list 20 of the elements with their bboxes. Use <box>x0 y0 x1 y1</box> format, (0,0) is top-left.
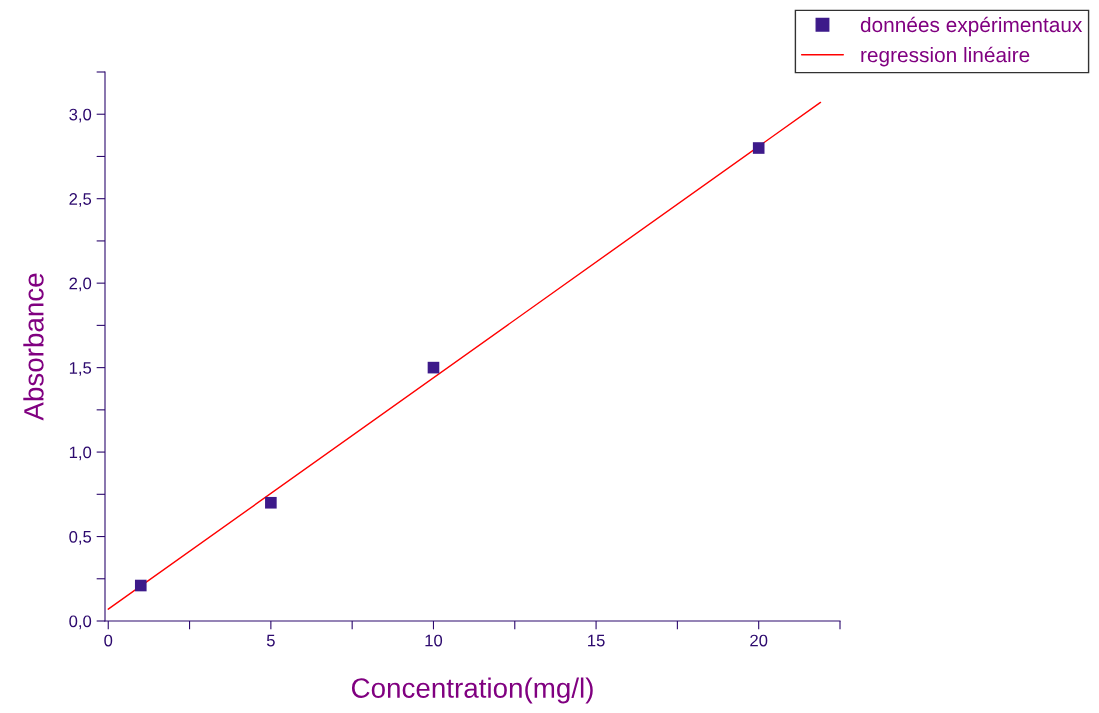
x-tick-label: 0 <box>104 634 113 647</box>
point <box>134 579 147 592</box>
x-tick-label: 20 <box>750 634 768 647</box>
x-tick-label: 10 <box>425 634 443 647</box>
y-tick-label: 2,5 <box>69 193 92 207</box>
x-tick-label: 15 <box>588 634 605 647</box>
legend-label: regression linéaire <box>861 46 1030 67</box>
point <box>427 361 440 374</box>
y-axis-title: Absorbance <box>23 273 44 421</box>
y-tick-label: 1,5 <box>69 362 92 376</box>
y-tick-label: 0,0 <box>69 615 92 630</box>
y-tick-label: 0,5 <box>69 530 92 545</box>
x-tick-label: 5 <box>266 634 275 647</box>
point <box>752 142 765 154</box>
y-tick-label: 1,0 <box>69 446 92 461</box>
y-tick-label: 2,0 <box>69 277 92 292</box>
y-tick-label: 3,0 <box>69 108 92 123</box>
x-axis-title: Concentration(mg/l) <box>351 677 593 704</box>
legend-label: données expérimentaux <box>860 16 1083 37</box>
point <box>265 496 277 509</box>
